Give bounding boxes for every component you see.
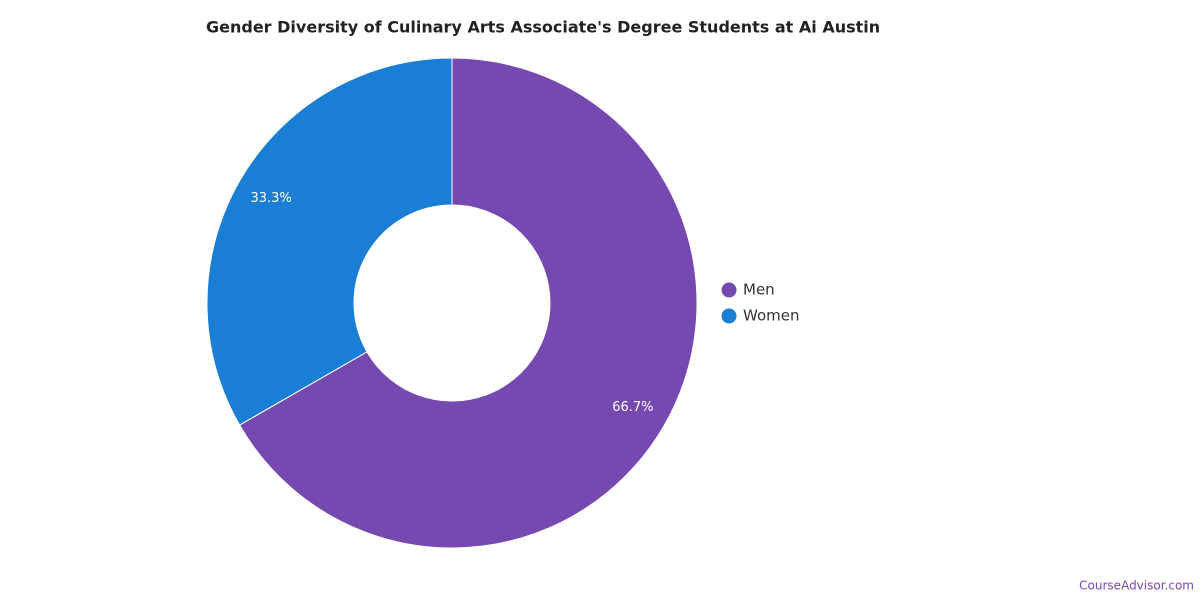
legend-label: Men	[743, 281, 775, 299]
slice	[238, 57, 698, 549]
slice-label: 66.7%	[612, 400, 653, 415]
legend-swatch	[721, 282, 737, 298]
slice	[206, 57, 453, 426]
slice-label: 33.3%	[250, 191, 291, 206]
legend-swatch	[721, 308, 737, 324]
chart-title: Gender Diversity of Culinary Arts Associ…	[206, 18, 880, 37]
legend-label: Women	[743, 307, 799, 325]
watermark[interactable]: CourseAdvisor.com	[1079, 579, 1194, 593]
